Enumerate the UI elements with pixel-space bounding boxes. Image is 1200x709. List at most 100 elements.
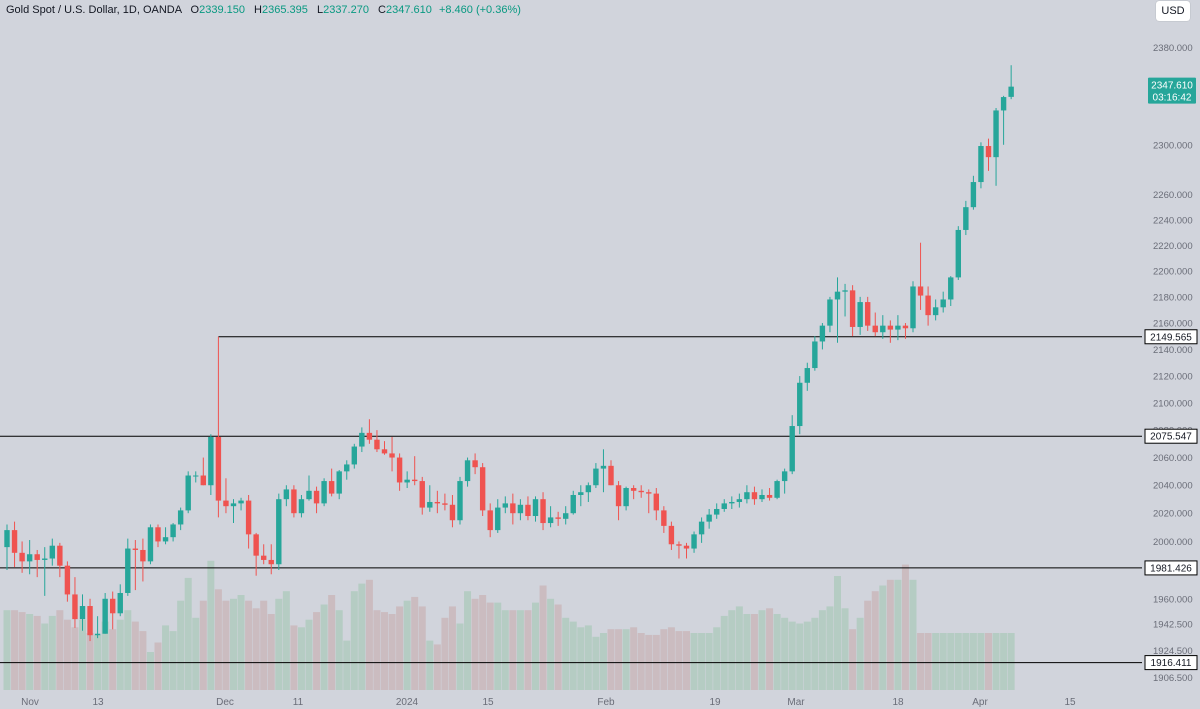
candle-body	[4, 530, 10, 548]
time-tick-label: 15	[482, 697, 494, 708]
volume-bar	[56, 610, 64, 690]
volume-bar	[720, 615, 728, 690]
level-label-box	[1144, 560, 1198, 576]
candle-body	[155, 527, 161, 542]
volume-bar	[954, 633, 962, 690]
volume-bar	[909, 579, 917, 690]
candle-body	[200, 475, 206, 486]
level-lines	[0, 336, 1142, 664]
volume-bar	[41, 623, 49, 690]
volume-bar	[834, 576, 841, 690]
currency-button[interactable]: USD	[1156, 1, 1190, 21]
volume-bar	[448, 606, 456, 690]
price-tick-label: 2160.000	[1153, 319, 1193, 330]
candle-body	[880, 325, 886, 333]
volume-bar	[516, 610, 524, 690]
candle-body	[895, 325, 901, 330]
change-value: +8.460 (+0.36%)	[438, 4, 521, 16]
volume-bar	[743, 614, 751, 690]
candle-body	[781, 471, 788, 482]
volume-bar	[237, 595, 245, 690]
candle-body	[827, 299, 833, 326]
candle-body	[291, 489, 297, 514]
volume-bar	[849, 629, 857, 690]
candle-body	[215, 436, 222, 501]
volume-bar	[381, 612, 388, 690]
volume-bar	[758, 610, 766, 690]
price-tick-label: 2180.000	[1153, 292, 1193, 303]
candle-body	[72, 594, 78, 620]
time-tick-label: Feb	[597, 697, 615, 708]
volume-bar	[79, 619, 86, 690]
candle-body	[261, 555, 267, 560]
candle-body	[404, 479, 410, 483]
price-tick-label: 2100.000	[1153, 398, 1193, 409]
volume-bar	[350, 591, 358, 690]
candle-body	[238, 500, 244, 504]
candle-body	[11, 530, 18, 553]
candle-body	[691, 534, 697, 549]
volume-bar	[267, 614, 275, 690]
candle-body	[306, 490, 312, 500]
volume-bar	[464, 591, 472, 690]
volume-bar	[471, 598, 479, 690]
volume-bar	[698, 633, 706, 690]
volume-bar	[479, 595, 487, 690]
candle-body	[457, 481, 463, 521]
candle-body	[412, 479, 418, 482]
candle-body	[102, 598, 108, 634]
candle-body	[698, 521, 705, 535]
level-label-box	[1144, 428, 1198, 444]
candle-body	[442, 503, 448, 505]
price-tick-label: 2200.000	[1153, 266, 1193, 277]
candle-body	[630, 488, 637, 491]
volume-bar	[690, 633, 698, 690]
candle-body	[162, 537, 169, 542]
volume-bar	[11, 610, 19, 690]
volume-bar	[735, 606, 743, 690]
volume-bar	[584, 625, 592, 690]
candle-body	[132, 548, 139, 550]
volume-bar	[969, 633, 977, 690]
candle-body	[532, 499, 539, 517]
volume-bar	[358, 583, 366, 690]
candle-body	[653, 493, 659, 511]
candle-body	[932, 307, 939, 316]
close-key: C	[378, 4, 386, 16]
candle-body	[449, 504, 456, 521]
candle-body	[434, 501, 441, 504]
candle-body	[321, 481, 327, 504]
volume-bar	[192, 617, 200, 690]
volume-bar	[615, 629, 623, 690]
candle-body	[736, 499, 743, 502]
volume-bar	[290, 625, 298, 690]
volume-bar	[109, 629, 117, 690]
volume-bar	[71, 627, 79, 690]
volume-bar	[924, 633, 932, 690]
candle-body	[525, 504, 531, 517]
candle-body	[570, 494, 576, 514]
candle-body	[721, 503, 727, 509]
volume-bar	[154, 642, 162, 690]
volume-bar	[162, 625, 170, 690]
volume-bar	[796, 623, 804, 690]
candles	[4, 65, 1014, 642]
volume-bar	[3, 610, 11, 690]
candle-body	[540, 499, 546, 524]
volume-bar	[713, 627, 721, 690]
candle-body	[948, 277, 954, 300]
volume-bar	[894, 579, 902, 690]
candle-body	[87, 606, 93, 636]
candle-body	[94, 633, 101, 636]
volume-bar	[554, 604, 562, 690]
volume-bar	[418, 606, 426, 690]
volume-bar	[803, 621, 811, 690]
candle-body	[19, 552, 25, 562]
volume-bar	[388, 614, 396, 690]
volume-bar	[660, 629, 668, 690]
price-tick-label: 1942.500	[1153, 620, 1193, 631]
candle-body	[963, 207, 969, 230]
volume-bar	[305, 619, 313, 690]
volume-bar	[199, 600, 207, 690]
